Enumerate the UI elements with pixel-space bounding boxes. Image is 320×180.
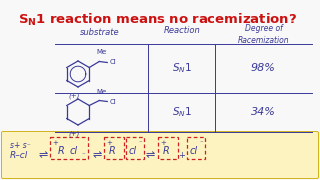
Text: substrate: substrate (80, 28, 120, 37)
Text: Me: Me (96, 50, 106, 55)
Text: $S_{N}1$: $S_{N}1$ (172, 105, 192, 119)
Text: Degree of
Racemization: Degree of Racemization (238, 24, 290, 45)
FancyBboxPatch shape (2, 132, 318, 179)
Text: Reaction: Reaction (164, 26, 200, 35)
Text: (+): (+) (68, 131, 80, 137)
Text: 98%: 98% (251, 63, 276, 73)
Text: R: R (163, 146, 169, 156)
Text: +: + (106, 140, 112, 146)
Text: cl: cl (129, 146, 137, 156)
Text: (+): (+) (68, 93, 80, 99)
Text: ⁻: ⁻ (138, 140, 142, 146)
Text: cl: cl (190, 146, 198, 156)
Text: ⁻: ⁻ (199, 140, 203, 146)
Text: Cl: Cl (110, 60, 116, 66)
Text: ⇌: ⇌ (92, 150, 102, 160)
Text: ⇌: ⇌ (38, 150, 48, 160)
Text: cl: cl (70, 146, 78, 156)
Text: +: + (52, 140, 58, 146)
Text: R: R (58, 146, 65, 156)
Text: Cl: Cl (110, 98, 116, 105)
Text: R–cl: R–cl (10, 151, 28, 160)
Text: R: R (108, 146, 116, 156)
Text: +: + (179, 150, 185, 159)
Text: ⇌: ⇌ (145, 150, 155, 160)
Text: 34%: 34% (251, 107, 276, 117)
Text: $S_{N}1$: $S_{N}1$ (172, 61, 192, 75)
Text: Me: Me (96, 89, 106, 94)
Text: s+ s⁻: s+ s⁻ (10, 141, 31, 150)
Text: $\mathbf{S_N}$$\mathbf{1\ reaction\ means\ no\ racemization?}$: $\mathbf{S_N}$$\mathbf{1\ reaction\ mean… (19, 12, 298, 28)
Text: +: + (160, 140, 166, 146)
Text: ⁻: ⁻ (81, 152, 85, 158)
